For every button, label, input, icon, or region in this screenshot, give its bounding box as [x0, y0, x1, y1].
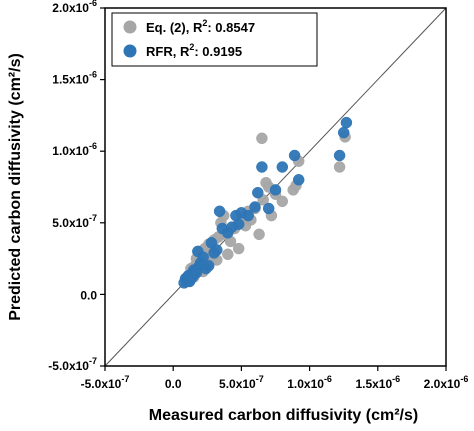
- y-axis-label: Predicted carbon diffusivity (cm²/s): [7, 53, 24, 321]
- x-tick-label: 5.0x10-7: [219, 374, 264, 391]
- legend-marker-1: [123, 44, 137, 58]
- series-1-point: [337, 126, 350, 139]
- ticks-layer: -5.0x10-7 0.0 5.0x10-7 1.0x10-6 1.5x10-6 2.0x…: [48, 0, 468, 391]
- series-0-point: [232, 242, 245, 255]
- legend-label-1-text: RFR, R: [146, 44, 190, 59]
- x-tick-label-exponent: -6: [392, 374, 400, 384]
- y-tick-label: 1.0x10-6: [52, 141, 97, 158]
- y-tick-label-exponent: -6: [89, 0, 97, 8]
- series-1-point: [288, 149, 301, 162]
- series-1-point: [333, 149, 346, 162]
- plot-frame: [104, 7, 447, 367]
- x-tick-label: 1.5x10-6: [355, 374, 400, 391]
- series-0-point: [260, 176, 272, 189]
- x-tick-label-base: 0.0: [165, 377, 182, 391]
- series-0-point: [253, 228, 265, 241]
- y-tick-label-base: 0.0: [80, 288, 97, 302]
- series-1-point: [292, 174, 305, 186]
- series-0-point: [222, 248, 234, 261]
- x-tick-label-base: -5.0x10: [81, 377, 122, 391]
- y-tick-label: -5.0x10-7: [48, 356, 97, 373]
- y-tick-label-base: 1.0x10: [52, 144, 89, 158]
- y-tick-label: 2.0x10-6: [52, 0, 97, 15]
- legend-box: [111, 12, 318, 67]
- series-1-point: [232, 218, 245, 230]
- x-tick-label-exponent: -7: [256, 374, 264, 384]
- series-1-point: [213, 205, 226, 218]
- y-tick-label: 5.0x10-7: [52, 213, 97, 230]
- series-1-point: [340, 116, 353, 129]
- legend-label-0-value: : 0.8547: [207, 20, 255, 35]
- y-tick-label-exponent: -6: [89, 141, 97, 151]
- x-tick-label-base: 2.0x10: [424, 377, 461, 391]
- series-1-point: [242, 209, 254, 222]
- series-1-point: [249, 201, 261, 213]
- series-1-point: [276, 161, 289, 173]
- series-1-point: [252, 186, 264, 199]
- y-tick-label-base: 2.0x10: [52, 1, 89, 15]
- x-tick-label-exponent: -6: [324, 374, 332, 384]
- y-tick-label-exponent: -6: [89, 70, 97, 80]
- x-tick-label-base: 1.0x10: [287, 377, 324, 391]
- legend-label-1: RFR, R2: 0.9195: [146, 42, 242, 59]
- x-tick-label: 2.0x10-6: [424, 374, 469, 391]
- legend-marker-0: [123, 20, 137, 34]
- y-tick-label: 0.0: [80, 288, 97, 302]
- x-axis-label: Measured carbon diffusivity (cm²/s): [149, 407, 418, 424]
- legend-label-0: Eq. (2), R2: 0.8547: [146, 18, 255, 35]
- series-1-point: [211, 244, 223, 256]
- series-1-point: [256, 161, 268, 173]
- y-tick-label-base: -5.0x10: [48, 359, 89, 373]
- x-tick-label-base: 5.0x10: [219, 377, 256, 391]
- legend-label-0-text: Eq. (2), R: [146, 20, 203, 35]
- series-1-point: [196, 258, 208, 271]
- legend-label-1-value: : 0.9195: [194, 44, 242, 59]
- x-tick-label: 0.0: [165, 377, 182, 391]
- series-0-point: [333, 161, 346, 173]
- series-1-points: [178, 116, 353, 289]
- legend-label-1-exponent: 2: [189, 42, 194, 52]
- y-tick-label: 1.5x10-6: [52, 70, 97, 87]
- y-tick-label-base: 5.0x10: [52, 216, 89, 230]
- x-tick-label: -5.0x10-7: [81, 374, 130, 391]
- series-1-point: [269, 184, 282, 196]
- y-tick-label-exponent: -7: [89, 356, 97, 366]
- series-1-point: [185, 271, 197, 283]
- y-tick-label-base: 1.5x10: [52, 73, 89, 87]
- series-0-point: [256, 132, 268, 145]
- series-0-point: [276, 195, 289, 208]
- y-tick-label-exponent: -7: [89, 213, 97, 223]
- series-1-point: [262, 202, 275, 215]
- points-layer: [178, 116, 353, 289]
- x-tick-label-base: 1.5x10: [355, 377, 392, 391]
- x-tick-label: 1.0x10-6: [287, 374, 332, 391]
- legend-label-0-exponent: 2: [202, 18, 207, 28]
- x-tick-label-exponent: -6: [460, 374, 468, 384]
- x-tick-label-exponent: -7: [121, 374, 129, 384]
